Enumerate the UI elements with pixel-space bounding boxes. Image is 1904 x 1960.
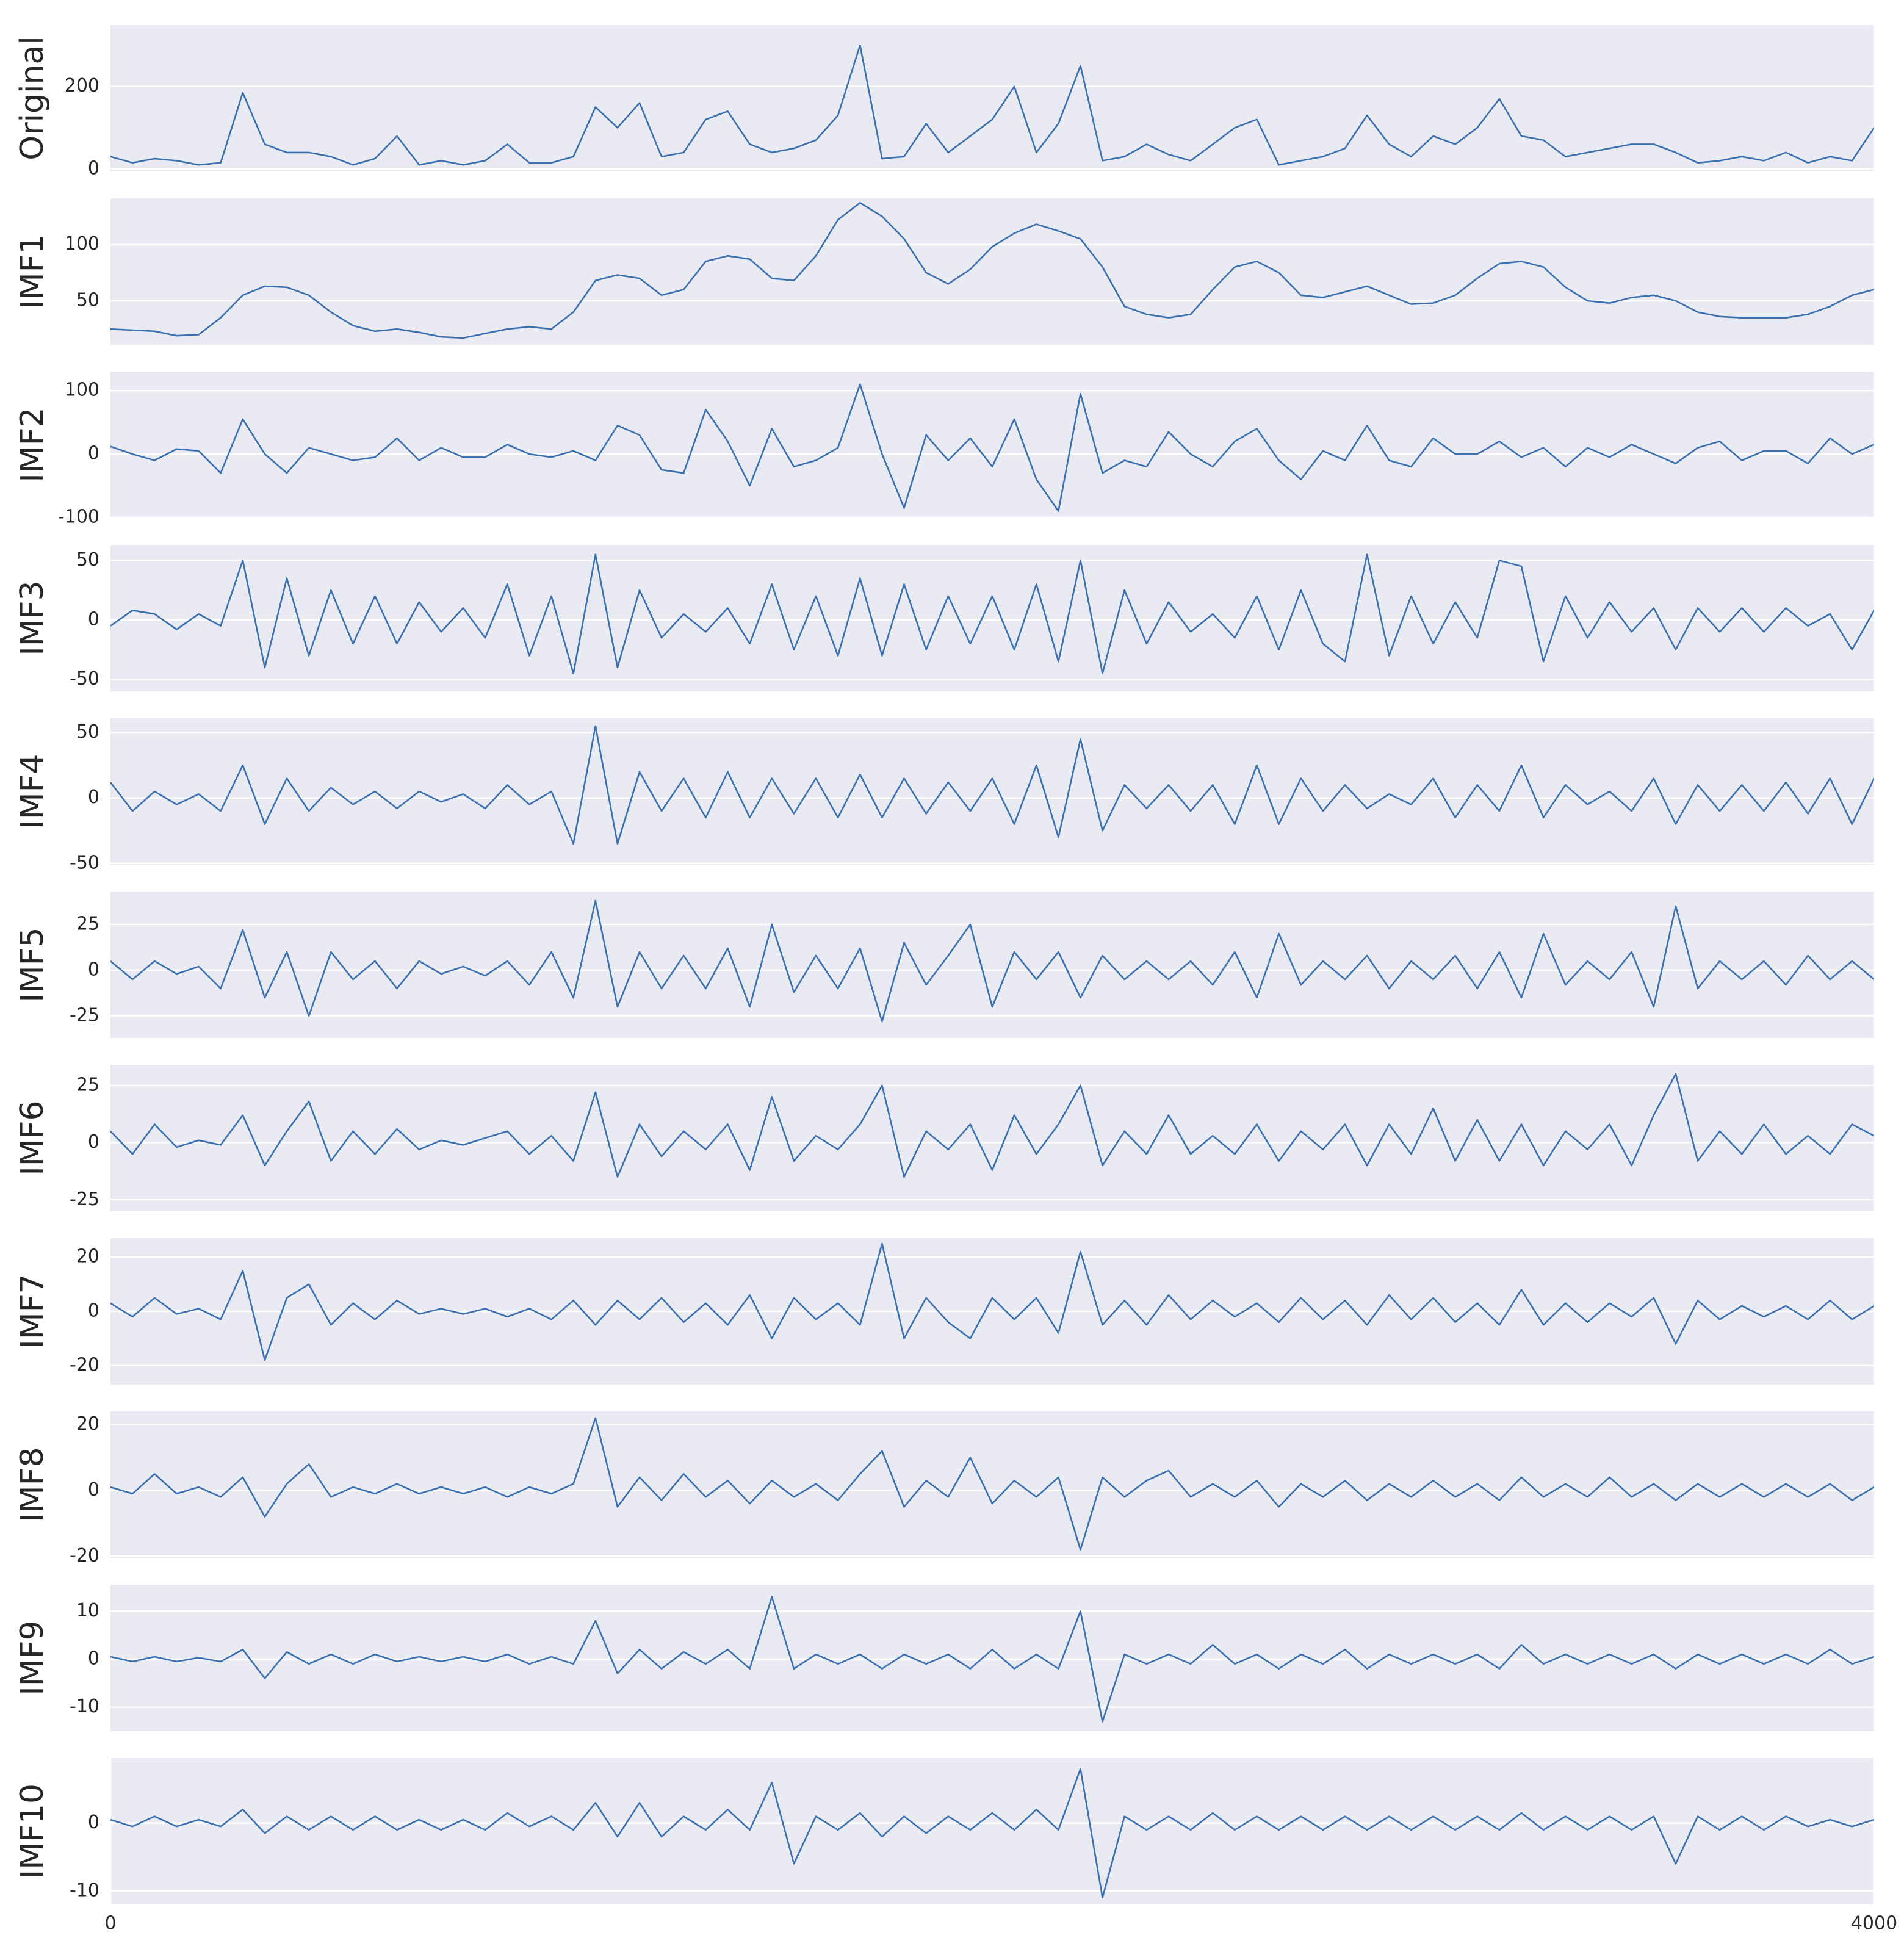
series-line <box>110 1417 1874 1551</box>
y-tick-label: 50 <box>76 721 99 743</box>
plot-background <box>110 198 1874 345</box>
y-tick-label: 0 <box>88 959 99 981</box>
subplot: -50 0 50 IMF3 <box>14 545 1874 691</box>
y-tick-label: 100 <box>65 233 99 254</box>
y-axis-label: Original <box>14 36 51 160</box>
subplot: -20 0 20 IMF7 <box>14 1238 1874 1385</box>
y-tick-label: 20 <box>76 1246 99 1267</box>
y-tick-label: 50 <box>76 549 99 571</box>
y-tick-label: 0 <box>88 1479 99 1501</box>
subplot: 0 200 Original <box>14 25 1874 179</box>
plot-background <box>110 1411 1874 1558</box>
plot-background <box>110 1065 1874 1211</box>
y-tick-label: 0 <box>88 608 99 630</box>
y-tick-label: -20 <box>70 1545 99 1566</box>
series-line <box>110 899 1874 1023</box>
y-tick-label: 20 <box>76 1413 99 1435</box>
subplot: -20 0 20 IMF8 <box>14 1411 1874 1566</box>
y-tick-label: -50 <box>70 852 99 873</box>
series-group <box>110 553 1874 674</box>
y-axis-label: IMF1 <box>14 234 51 309</box>
y-tick-label: -100 <box>58 506 99 527</box>
y-tick-label: 10 <box>76 1600 99 1621</box>
y-tick-label: -50 <box>70 668 99 690</box>
plot-background <box>110 545 1874 691</box>
y-tick-label: 200 <box>65 75 99 96</box>
series-group <box>110 44 1874 166</box>
y-tick-label: 0 <box>88 1300 99 1322</box>
y-tick-label: 0 <box>88 1131 99 1153</box>
y-tick-label: -10 <box>70 1879 99 1901</box>
subplot: -50 0 50 IMF4 <box>14 718 1874 873</box>
plot-background <box>110 25 1874 171</box>
series-group <box>110 899 1874 1023</box>
y-tick-label: 0 <box>88 443 99 464</box>
y-tick-label: 0 <box>88 1812 99 1833</box>
subplot: -10 0 10 IMF9 <box>14 1585 1874 1731</box>
series-group <box>110 1768 1874 1899</box>
y-axis-label: IMF10 <box>14 1784 51 1879</box>
x-tick-label: 0 <box>104 1913 116 1934</box>
series-line <box>110 553 1874 674</box>
y-tick-label: -25 <box>70 1005 99 1026</box>
y-tick-label: 25 <box>76 913 99 935</box>
series-group <box>110 202 1874 339</box>
y-tick-label: -20 <box>70 1354 99 1375</box>
series-line <box>110 725 1874 845</box>
plot-background <box>110 892 1874 1038</box>
y-tick-label: -25 <box>70 1189 99 1210</box>
series-line <box>110 383 1874 512</box>
x-tick-label: 4000 <box>1851 1913 1897 1934</box>
plot-background <box>110 1758 1874 1904</box>
y-tick-label: 0 <box>88 157 99 179</box>
subplot: -100 0 100 IMF2 <box>14 372 1874 527</box>
y-tick-label: 0 <box>88 1648 99 1669</box>
y-axis-label: IMF9 <box>14 1620 51 1695</box>
series-group <box>110 383 1874 512</box>
y-tick-label: 0 <box>88 787 99 808</box>
y-tick-label: 50 <box>76 290 99 311</box>
subplot: 50 100 IMF1 <box>14 198 1874 345</box>
y-tick-label: -10 <box>70 1696 99 1717</box>
y-axis-label: IMF5 <box>14 927 51 1002</box>
series-group <box>110 1417 1874 1551</box>
series-group <box>110 1073 1874 1178</box>
y-axis-label: IMF6 <box>14 1100 51 1175</box>
plot-background <box>110 718 1874 865</box>
y-axis-label: IMF7 <box>14 1274 51 1349</box>
series-line <box>110 44 1874 166</box>
series-line <box>110 1242 1874 1361</box>
series-group <box>110 725 1874 845</box>
series-line <box>110 1596 1874 1723</box>
y-tick-label: 25 <box>76 1074 99 1095</box>
subplot: -25 0 25 IMF5 <box>14 892 1874 1038</box>
y-axis-label: IMF4 <box>14 754 51 829</box>
y-axis-label: IMF8 <box>14 1447 51 1522</box>
series-line <box>110 202 1874 339</box>
plot-background <box>110 1585 1874 1731</box>
subplot: -25 0 25 IMF6 <box>14 1065 1874 1211</box>
y-axis-label: IMF2 <box>14 407 51 482</box>
plot-background <box>110 372 1874 518</box>
series-line <box>110 1073 1874 1178</box>
y-tick-label: 100 <box>65 380 99 401</box>
series-group <box>110 1242 1874 1361</box>
y-axis-label: IMF3 <box>14 580 51 655</box>
series-group <box>110 1596 1874 1723</box>
series-line <box>110 1768 1874 1899</box>
